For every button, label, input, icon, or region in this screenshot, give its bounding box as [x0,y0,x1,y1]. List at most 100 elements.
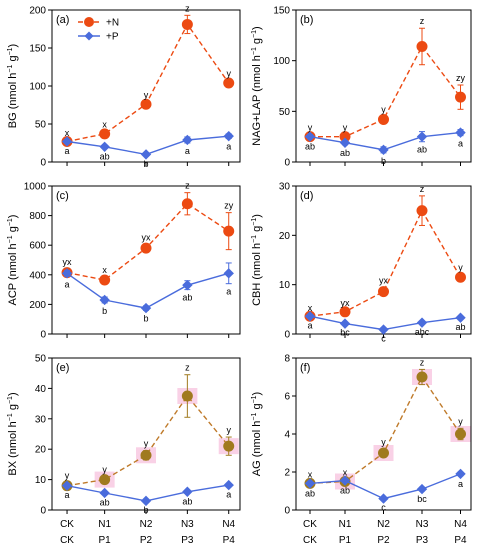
p-significance-letter: a [226,490,231,500]
p-significance-letter: abc [415,327,430,337]
y-tick-label: 6 [284,392,290,403]
p-significance-letter: ab [340,148,350,158]
n-data-point [99,128,111,140]
x-category-label: N4 [222,519,235,530]
panel-label: (f) [300,362,310,374]
n-significance-letter: y [144,90,149,100]
y-tick-label: 50 [35,120,47,131]
n-data-point [223,77,235,89]
p-significance-letter: b [143,159,148,169]
p-data-point [99,141,110,153]
p-data-point [304,478,316,489]
n-significance-letter: y [65,471,70,481]
y-tick-label: 2 [284,468,290,479]
n-data-point [378,286,389,298]
y-tick-label: 50 [35,354,47,365]
y-tick-label: 4 [284,430,290,441]
n-significance-letter: z [420,357,425,367]
n-significance-letter: z [185,3,190,13]
p-significance-letter: b [143,313,148,323]
p-significance-letter: ab [305,142,315,152]
n-data-point [223,225,235,237]
n-significance-letter: y [144,439,149,449]
y-tick-label: 0 [284,158,290,169]
p-significance-letter: c [381,503,386,513]
p-data-point [378,324,389,335]
p-data-point [339,318,351,329]
x-category-label: N1 [98,519,111,530]
y-tick-label: 40 [35,384,47,395]
y-tick-label: 50 [279,107,291,118]
p-significance-letter: a [226,141,231,151]
y-tick-label: 100 [273,56,290,67]
n-significance-letter: y [343,123,348,133]
p-data-point [339,475,351,486]
panel-label: (a) [56,14,69,26]
p-data-point [304,131,316,142]
n-significance-letter: z [420,16,425,26]
n-data-point [99,474,111,486]
n-data-point [339,306,351,318]
p-significance-letter: a [307,321,312,331]
n-data-point [140,449,152,461]
y-axis-label: BX (nmol h−1 g−1) [7,392,19,475]
n-significance-letter: x [102,120,107,130]
p-significance-letter: a [185,146,190,156]
y-tick-label: 400 [29,270,46,281]
n-data-point [378,113,389,125]
n-data-point [140,98,152,110]
plot-frame [295,357,472,511]
y-tick-label: 8 [284,354,290,365]
n-significance-letter: x [102,265,107,275]
y-tick-label: 30 [279,182,291,193]
y-tick-label: 10 [279,280,291,291]
p-data-point [61,136,73,147]
n-data-point [416,205,428,217]
p-data-point [140,495,152,507]
x-category-label: CK [303,519,317,530]
p-significance-letter: ab [417,145,427,155]
n-significance-letter: y [226,425,231,435]
x-category-label: N3 [416,519,429,530]
p-significance-letter: a [458,479,463,489]
p-data-point [223,130,234,142]
y-tick-label: 0 [40,330,46,341]
n-data-point [378,447,389,459]
y-tick-label: 10 [35,475,47,486]
n-significance-letter: yx [379,276,389,286]
p-data-point [378,493,389,504]
n-significance-letter: yx [142,232,152,242]
y-tick-label: 150 [29,44,46,55]
n-significance-letter: y [381,104,386,114]
panel-label: (e) [56,362,69,374]
p-data-point [182,134,193,146]
panel-label: (d) [300,190,313,202]
panel-b: 0 50 100 150 (b) NAG+LAP (nmol h−1 g−1) y y y z zy… [251,6,472,169]
panel-label: (c) [56,190,69,202]
y-tick-label: 800 [29,211,46,222]
legend: +N +P [78,17,119,43]
n-significance-letter: x [65,128,70,138]
p-data-point [378,144,389,156]
p-data-point [455,468,466,480]
legend-n-label: +N [106,18,119,29]
plot-frame [295,185,472,335]
y-axis-label: ACP (nmol h−1 g−1) [7,215,19,306]
y-axis-label: NAG+LAP (nmol h−1 g−1) [251,26,263,145]
n-data-point [181,390,193,402]
y-axis-label: BG (nmol h−1 g−1) [7,44,19,128]
x-category-label: N2 [140,519,153,530]
p-data-point [61,268,73,279]
n-data-point [181,18,193,30]
n-data-point [223,440,235,452]
n-series-line [66,394,230,487]
x-category-label: P2 [140,535,153,546]
y-tick-label: 20 [35,445,47,456]
n-significance-letter: zy [456,73,466,83]
n-data-point [99,274,111,286]
p-significance-letter: a [458,139,463,149]
p-significance-letter: a [226,287,231,297]
p-significance-letter: ab [182,293,192,303]
p-data-point [140,149,152,160]
n-data-point [181,198,193,210]
